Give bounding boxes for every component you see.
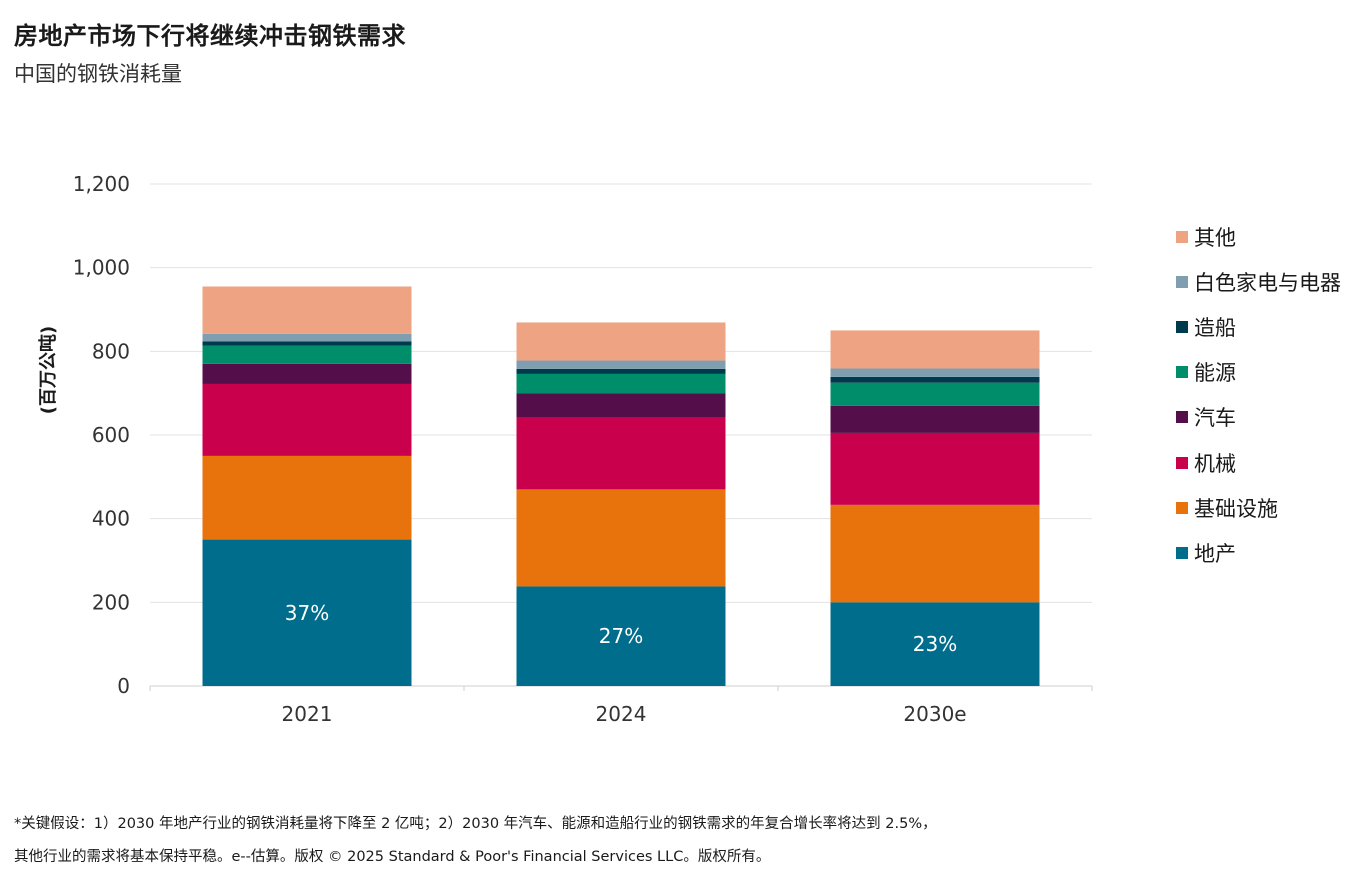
legend-swatch [1176, 546, 1188, 559]
legend-label: 地产 [1194, 541, 1236, 566]
bar-segment [202, 341, 412, 346]
x-tick-label: 2030e [903, 702, 966, 726]
footnote-line-2: 其他行业的需求将基本保持平稳。e--估算。版权 © 2025 Standard … [14, 849, 771, 865]
legend-item: 基础设施 [1176, 485, 1341, 530]
footnote-line-1: *关键假设：1）2030 年地产行业的钢铁消耗量将下降至 2 亿吨；2）2030… [14, 816, 937, 832]
bar-segment [830, 602, 1040, 686]
legend-item: 其他 [1176, 214, 1341, 259]
legend-swatch [1176, 230, 1188, 243]
legend-swatch [1176, 320, 1188, 333]
legend-item: 白色家电与电器 [1176, 259, 1341, 304]
y-axis-title: (百万公吨) [37, 326, 59, 414]
bar-segment [830, 432, 1040, 505]
legend-label: 白色家电与电器 [1194, 270, 1341, 295]
bar-segment [516, 393, 726, 418]
bar-segment [830, 330, 1040, 369]
legend-item: 造船 [1176, 304, 1341, 349]
x-tick-label: 2021 [282, 702, 333, 726]
chart-subtitle: 中国的钢铁消耗量 [14, 62, 182, 86]
legend-item: 能源 [1176, 350, 1341, 395]
y-tick-label: 600 [92, 423, 130, 447]
legend-swatch [1176, 501, 1188, 514]
legend-label: 造船 [1194, 315, 1236, 340]
legend-label: 能源 [1194, 361, 1236, 386]
y-tick-label: 1,000 [73, 256, 130, 280]
legend-swatch [1176, 366, 1188, 379]
legend-label: 其他 [1194, 225, 1236, 250]
legend-swatch [1176, 411, 1188, 424]
bar-segment [516, 489, 726, 587]
bar-segment [516, 322, 726, 361]
bar-segment [516, 373, 726, 394]
legend-item: 汽车 [1176, 395, 1341, 440]
bar-segment [830, 504, 1040, 603]
x-tick-label: 2024 [596, 702, 647, 726]
bar-segment [202, 286, 412, 334]
y-tick-label: 200 [92, 590, 130, 614]
bar-segment [830, 368, 1040, 377]
chart-title: 房地产市场下行将继续冲击钢铁需求 [14, 22, 406, 50]
labels: 0 200 400 600 800 1,000 1,200 2021 2024 2030e 37% 2… [73, 172, 967, 726]
y-tick-label: 1,200 [73, 172, 130, 196]
bar-segment [516, 368, 726, 374]
bar-segment [202, 539, 412, 686]
bar-segment [830, 382, 1040, 406]
data-label: 37% [285, 601, 329, 625]
footnote: *关键假设：1）2030 年地产行业的钢铁消耗量将下降至 2 亿吨；2）2030… [14, 808, 1354, 874]
legend-swatch [1176, 456, 1188, 469]
bar-segment [830, 376, 1040, 383]
legend-item: 机械 [1176, 440, 1341, 485]
bar-segment [202, 383, 412, 456]
legend-swatch [1176, 275, 1188, 288]
bar-segment [202, 363, 412, 384]
bar-segment [516, 360, 726, 369]
data-label: 23% [913, 632, 957, 656]
y-tick-label: 0 [117, 674, 130, 698]
bar-segment [830, 405, 1040, 433]
bar-segment [202, 455, 412, 540]
legend-label: 机械 [1194, 451, 1236, 476]
bar-segment [516, 586, 726, 686]
stacked-bar-chart: 0 200 400 600 800 1,000 1,200 2021 2024 2030e 37% 2… [37, 172, 1093, 726]
bar-segment [202, 345, 412, 364]
y-tick-label: 400 [92, 507, 130, 531]
y-tick-label: 800 [92, 339, 130, 363]
bar-segment [202, 333, 412, 342]
bars [202, 286, 1040, 686]
bar-segment [516, 417, 726, 490]
legend-label: 汽车 [1194, 406, 1236, 431]
legend-label: 基础设施 [1194, 496, 1278, 521]
chart-legend: 其他白色家电与电器 造船能源汽车机械基础设施地产 [1176, 214, 1341, 576]
data-label: 27% [599, 624, 643, 648]
legend-item: 地产 [1176, 530, 1341, 575]
